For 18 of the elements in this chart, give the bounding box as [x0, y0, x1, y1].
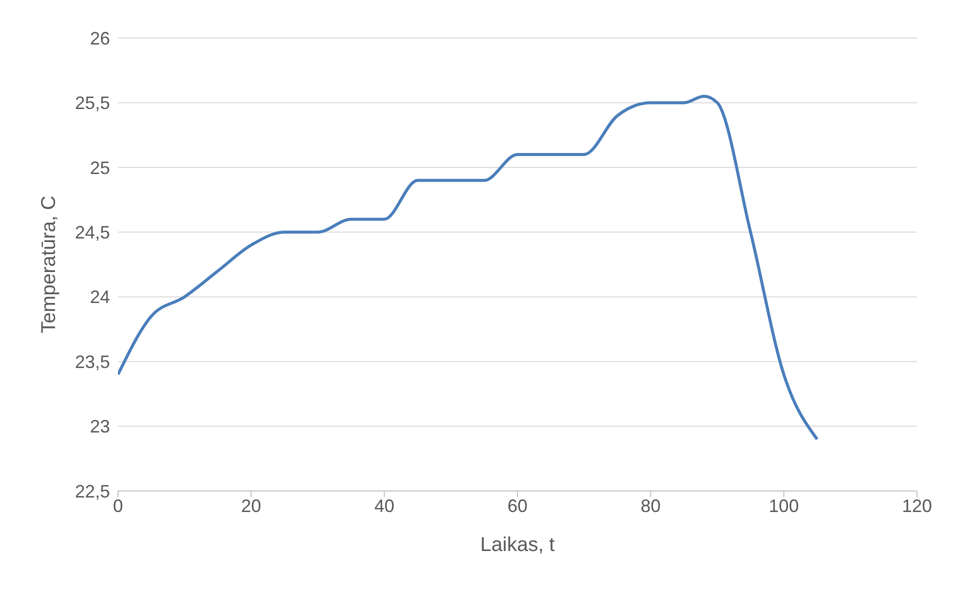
x-tick-label: 0	[112, 496, 124, 516]
y-axis-title: Temperatūra, C	[38, 196, 60, 334]
x-tick-label: 40	[374, 496, 394, 516]
x-tick-label: 120	[902, 496, 932, 516]
line-series	[118, 94, 819, 441]
y-tick-label: 22,5	[74, 481, 110, 502]
y-tick-label: 23	[90, 416, 110, 437]
x-tick-label: 60	[507, 496, 528, 516]
x-axis-title: Laikas, t	[480, 534, 556, 556]
y-tick-label: 23,5	[74, 352, 110, 372]
y-tick-label: 24	[90, 287, 110, 308]
x-tick-label: 20	[241, 496, 262, 516]
y-tick-label: 25,5	[74, 93, 110, 114]
x-tick-label: 100	[768, 496, 799, 516]
x-tick-label: 80	[640, 496, 661, 516]
y-tick-label: 25	[90, 158, 110, 178]
y-tick-label: 26	[90, 28, 110, 48]
y-tick-label: 24,5	[74, 222, 110, 243]
